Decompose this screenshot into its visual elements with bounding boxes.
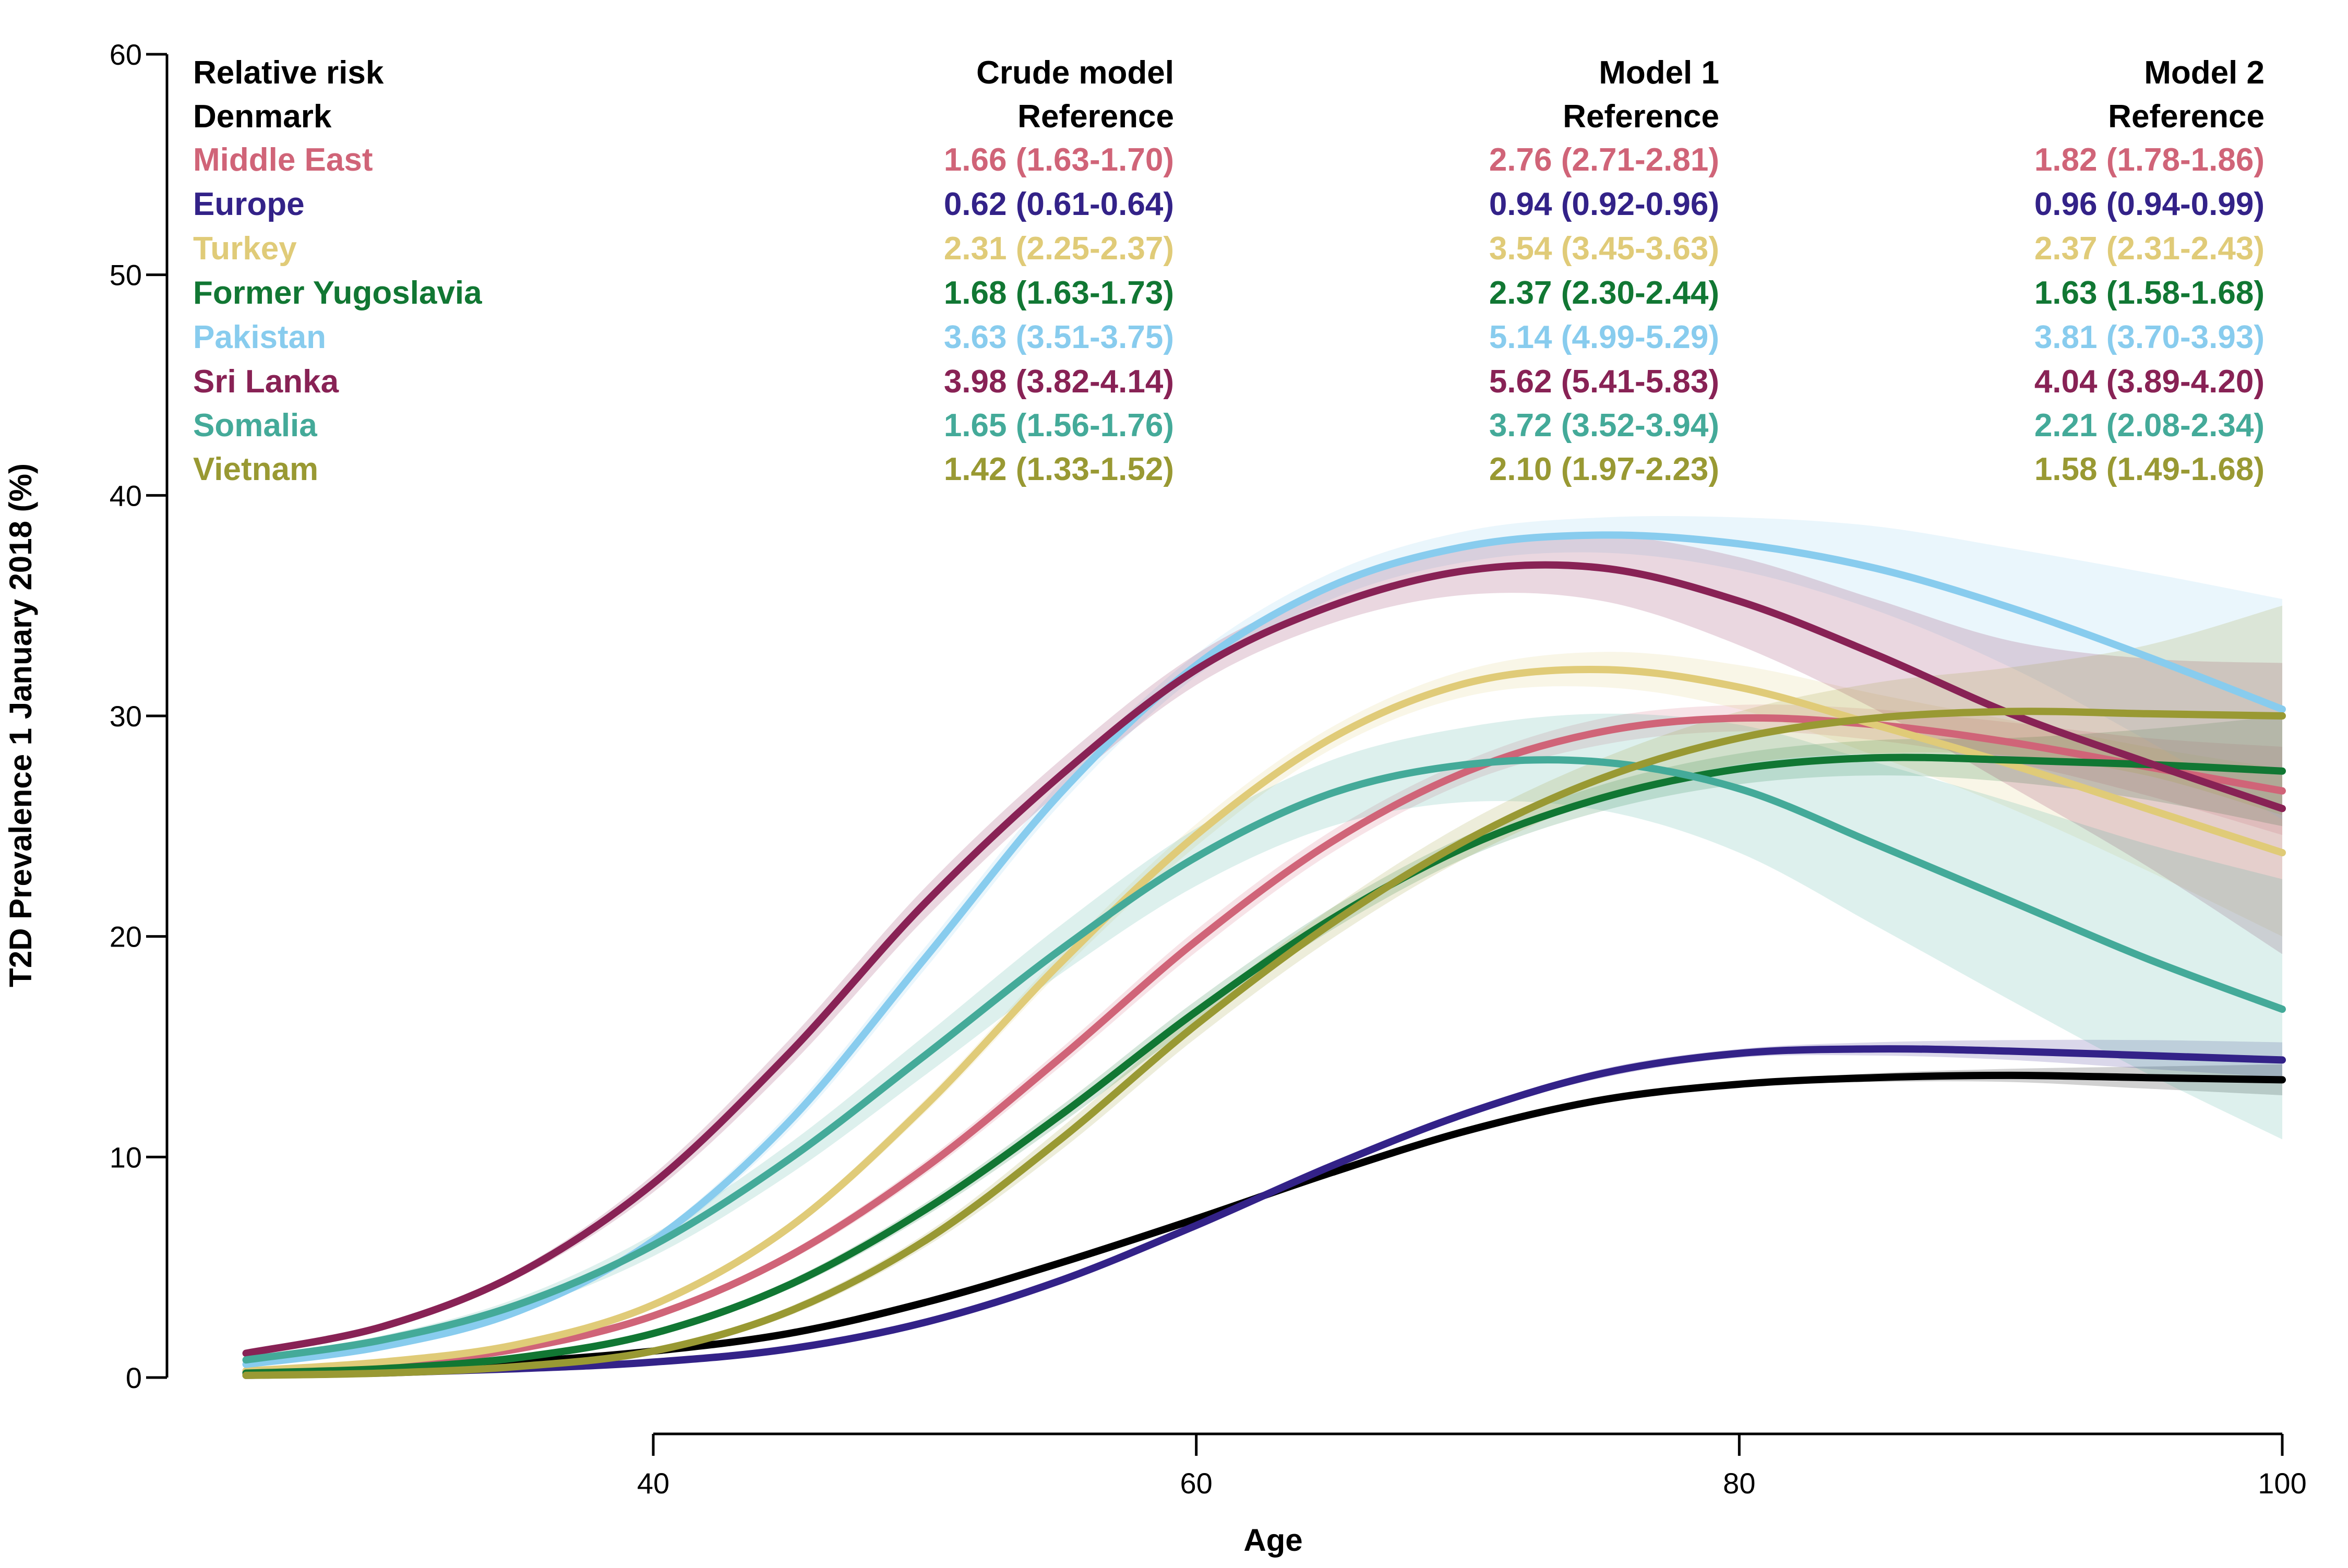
- table-cell-sri-lanka: 5.62 (5.41-5.83): [1489, 364, 1719, 400]
- table-reference-cell: Reference: [2108, 99, 2265, 135]
- table-cell-vietnam: 1.58 (1.49-1.68): [2034, 451, 2265, 487]
- table-cell-former-yugoslavia: 1.68 (1.63-1.73): [944, 275, 1174, 311]
- table-cell-sri-lanka: 4.04 (3.89-4.20): [2034, 364, 2265, 400]
- x-tick-label-100: 100: [2258, 1467, 2306, 1500]
- table-row-label-reference: Denmark: [193, 99, 332, 135]
- table-cell-europe: 0.94 (0.92-0.96): [1489, 186, 1719, 222]
- series-line-middle-east: [242, 714, 2286, 1375]
- ticks-layer: 0 10 20 30 40 50 60 40 60 80 100: [110, 38, 2307, 1500]
- table-row-label-turkey: Turkey: [193, 231, 297, 267]
- table-cell-vietnam: 1.42 (1.33-1.52): [944, 451, 1174, 487]
- y-tick-label-10: 10: [110, 1141, 142, 1174]
- table-cell-europe: 0.96 (0.94-0.99): [2034, 186, 2265, 222]
- table-header-model-2: Model 2: [2144, 55, 2265, 91]
- y-tick-label-60: 60: [110, 38, 142, 71]
- table-cell-turkey: 3.54 (3.45-3.63): [1489, 231, 1719, 267]
- table-cell-somalia: 2.21 (2.08-2.34): [2034, 408, 2265, 444]
- y-tick-label-20: 20: [110, 920, 142, 953]
- x-tick-label-40: 40: [637, 1467, 669, 1500]
- table-row-label-former-yugoslavia: Former Yugoslavia: [193, 275, 482, 311]
- x-tick-label-80: 80: [1723, 1467, 1755, 1500]
- ci-bands-layer: [246, 516, 2282, 1375]
- ci-band-denmark: [246, 1064, 2282, 1373]
- table-row-label-europe: Europe: [193, 186, 305, 222]
- series-line-former-yugoslavia: [242, 753, 2286, 1377]
- series-line-somalia: [242, 756, 2286, 1364]
- y-tick-label-30: 30: [110, 700, 142, 733]
- table-cell-pakistan: 3.63 (3.51-3.75): [944, 319, 1174, 355]
- table-cell-middle-east: 1.66 (1.63-1.70): [944, 142, 1174, 178]
- series-line-sri-lanka: [242, 561, 2286, 1357]
- table-row-label-sri-lanka: Sri Lanka: [193, 364, 339, 400]
- y-tick-label-0: 0: [126, 1361, 142, 1394]
- y-axis-title: T2D Prevalence 1 January 2018 (%): [3, 463, 38, 987]
- ci-band-vietnam: [246, 605, 2282, 1375]
- table-row-label-vietnam: Vietnam: [193, 451, 318, 487]
- table-reference-cell: Reference: [1563, 99, 1719, 135]
- series-line-vietnam: [242, 708, 2286, 1379]
- y-tick-label-50: 50: [110, 259, 142, 292]
- series-lines-layer: [242, 531, 2286, 1379]
- ci-band-middle-east: [246, 704, 2282, 1371]
- y-tick-label-40: 40: [110, 479, 142, 512]
- series-line-turkey: [242, 665, 2286, 1375]
- table-header-label: Relative risk: [193, 55, 384, 91]
- series-line-denmark: [242, 1071, 2286, 1377]
- table-cell-somalia: 1.65 (1.56-1.76): [944, 408, 1174, 444]
- table-cell-europe: 0.62 (0.61-0.64): [944, 186, 1174, 222]
- table-cell-pakistan: 3.81 (3.70-3.93): [2034, 319, 2265, 355]
- x-axis-title: Age: [1243, 1523, 1302, 1558]
- table-reference-cell: Reference: [1017, 99, 1174, 135]
- ci-band-somalia: [246, 713, 2282, 1362]
- table-cell-vietnam: 2.10 (1.97-2.23): [1489, 451, 1719, 487]
- series-line-europe: [242, 1045, 2286, 1379]
- table-header-crude-model: Crude model: [976, 55, 1174, 91]
- ci-band-europe: [246, 1039, 2282, 1375]
- ci-band-former-yugoslavia: [246, 716, 2282, 1373]
- table-cell-middle-east: 1.82 (1.78-1.86): [2034, 142, 2265, 178]
- table-row-label-middle-east: Middle East: [193, 142, 373, 178]
- relative-risk-table: Relative risk Crude model Model 1 Model 2 De…: [193, 55, 2265, 487]
- table-cell-pakistan: 5.14 (4.99-5.29): [1489, 319, 1719, 355]
- table-row-label-somalia: Somalia: [193, 408, 317, 444]
- table-cell-former-yugoslavia: 2.37 (2.30-2.44): [1489, 275, 1719, 311]
- table-header-model-1: Model 1: [1599, 55, 1719, 91]
- x-tick-label-60: 60: [1180, 1467, 1213, 1500]
- table-cell-turkey: 2.31 (2.25-2.37): [944, 231, 1174, 267]
- table-cell-middle-east: 2.76 (2.71-2.81): [1489, 142, 1719, 178]
- table-cell-somalia: 3.72 (3.52-3.94): [1489, 408, 1719, 444]
- table-cell-sri-lanka: 3.98 (3.82-4.14): [944, 364, 1174, 400]
- table-row-label-pakistan: Pakistan: [193, 319, 326, 355]
- table-cell-turkey: 2.37 (2.31-2.43): [2034, 231, 2265, 267]
- table-cell-former-yugoslavia: 1.63 (1.58-1.68): [2034, 275, 2265, 311]
